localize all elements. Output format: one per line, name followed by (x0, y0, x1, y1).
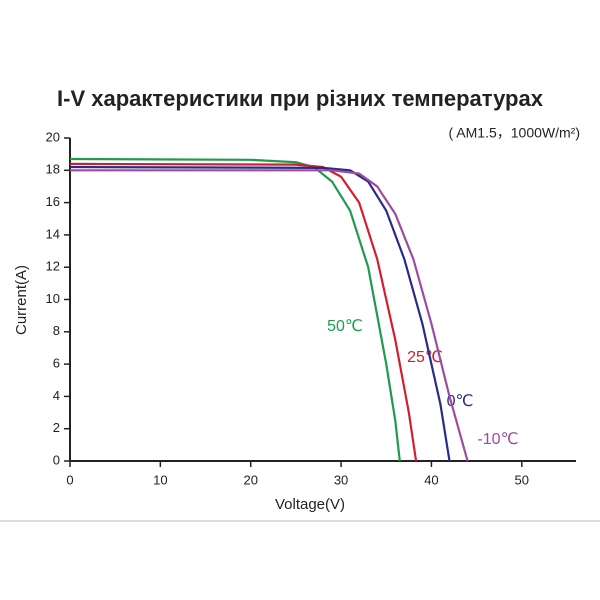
y-tick-label: 10 (46, 291, 60, 306)
series-label: 50℃ (327, 318, 363, 335)
line-series (69, 162, 418, 462)
y-tick-label: 0 (53, 452, 60, 467)
y-tick-label: 20 (46, 129, 60, 144)
y-axis-label: Current(A) (13, 265, 30, 335)
series-label: -10℃ (477, 431, 518, 448)
x-tick-label: 30 (334, 472, 348, 487)
x-tick-label: 0 (66, 472, 73, 487)
x-tick-label: 50 (515, 472, 529, 487)
line-series (70, 169, 469, 462)
x-tick-label: 40 (424, 472, 438, 487)
line-series (69, 157, 401, 462)
y-tick-label: 8 (53, 323, 60, 338)
y-tick-label: 14 (46, 226, 60, 241)
y-tick-label: 6 (53, 356, 60, 371)
y-tick-label: 12 (46, 259, 60, 274)
chart-title: I-V характеристики при різних температур… (57, 86, 544, 111)
x-axis-label: Voltage(V) (275, 496, 345, 513)
x-tick-label: 20 (243, 472, 257, 487)
y-tick-label: 18 (46, 162, 60, 177)
y-tick-label: 4 (53, 388, 60, 403)
chart-subtitle: ( AM1.5，1000W/m²) (449, 125, 580, 141)
x-tick-label: 10 (153, 472, 167, 487)
y-tick-label: 16 (46, 194, 60, 209)
y-tick-label: 2 (53, 420, 60, 435)
series-label: 25℃ (407, 349, 443, 366)
line-series (69, 165, 451, 462)
